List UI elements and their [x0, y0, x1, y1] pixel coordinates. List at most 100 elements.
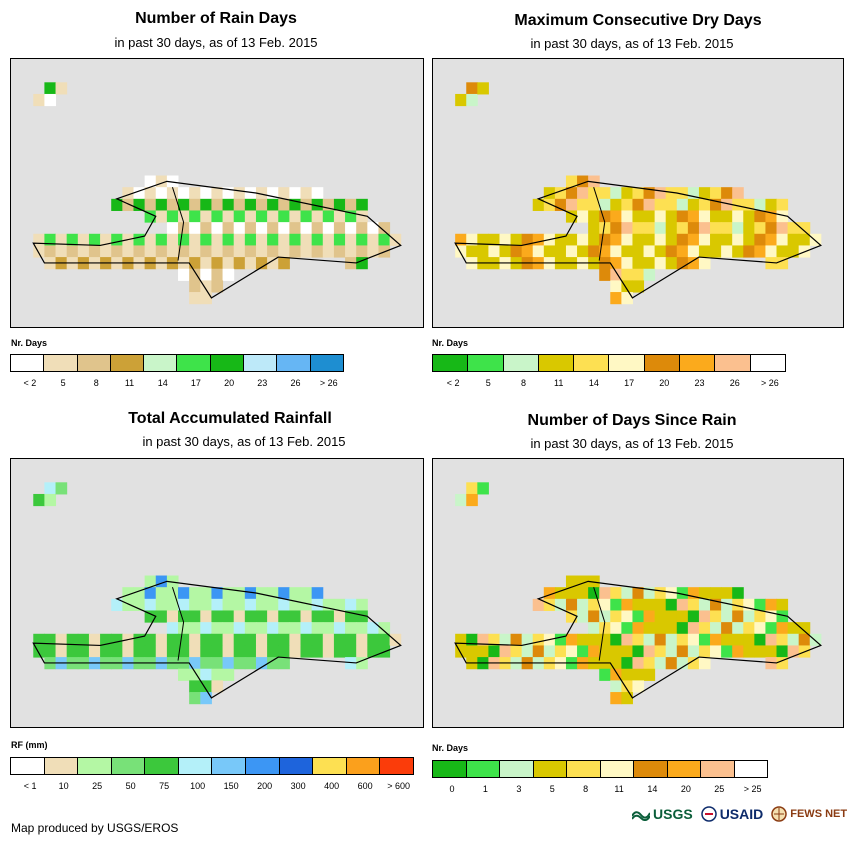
- panel-1-map: [10, 58, 424, 328]
- legend-swatch: [178, 758, 213, 774]
- map-cell: [466, 482, 478, 495]
- map-cell: [455, 93, 467, 107]
- map-cell: [743, 210, 755, 223]
- map-cell: [621, 210, 633, 223]
- map-cell: [721, 645, 733, 658]
- map-cell: [322, 198, 335, 211]
- map-cell: [133, 245, 146, 258]
- panel-3-legend-label: RF (mm): [11, 740, 48, 750]
- map-cell: [66, 245, 79, 258]
- map-cell: [278, 245, 290, 258]
- legend-swatch: [111, 758, 146, 774]
- map-cell: [665, 645, 678, 658]
- map-cell: [322, 222, 335, 235]
- map-cell: [356, 245, 368, 258]
- map-cell: [743, 198, 755, 211]
- map-cell: [698, 187, 711, 200]
- map-cell: [44, 245, 57, 258]
- map-cell: [100, 245, 112, 258]
- legend-swatch: [380, 758, 413, 774]
- map-cell: [565, 645, 578, 658]
- map-cell: [710, 598, 722, 611]
- map-cell: [532, 233, 545, 246]
- map-cell: [710, 222, 722, 235]
- map-cell: [610, 598, 622, 611]
- map-cell: [333, 222, 346, 235]
- map-cell: [44, 82, 57, 95]
- map-cell: [322, 233, 335, 246]
- map-cell: [267, 598, 279, 611]
- map-cell: [33, 245, 45, 258]
- map-cell: [754, 598, 766, 611]
- map-cell: [654, 257, 667, 270]
- map-cell: [754, 622, 766, 635]
- legend-swatch: [433, 761, 467, 777]
- map-cell: [66, 645, 79, 658]
- map-cell: [754, 610, 766, 623]
- map-cell: [721, 222, 733, 235]
- map-cell: [345, 198, 357, 211]
- legend-tick-label: 17: [624, 378, 635, 388]
- map-cell: [599, 210, 611, 223]
- map-cell: [322, 210, 335, 223]
- map-cell: [698, 645, 711, 658]
- map-cell: [621, 268, 633, 281]
- map-cell: [754, 198, 766, 211]
- map-cell: [189, 245, 201, 258]
- map-cell: [345, 233, 357, 246]
- map-cell: [643, 657, 656, 670]
- map-cell: [632, 657, 645, 670]
- map-cell: [554, 187, 567, 200]
- map-cell: [632, 198, 645, 211]
- map-cell: [455, 245, 467, 258]
- map-cell: [166, 245, 179, 258]
- map-cell: [300, 587, 313, 600]
- map-cell: [44, 233, 57, 246]
- map-cell: [222, 245, 235, 258]
- map-cell: [211, 633, 224, 646]
- map-cell: [189, 633, 201, 646]
- map-cell: [122, 587, 134, 600]
- map-cell: [665, 233, 678, 246]
- map-cell: [77, 245, 90, 258]
- map-cell: [200, 633, 212, 646]
- map-cell: [300, 622, 313, 635]
- map-cell: [676, 598, 689, 611]
- map-cell: [477, 82, 489, 95]
- map-cell: [721, 198, 733, 211]
- legend-swatch: [538, 355, 575, 371]
- legend-tick-label: 50: [125, 781, 136, 791]
- map-cell: [200, 587, 212, 600]
- map-cell: [654, 645, 667, 658]
- map-cell: [599, 187, 611, 200]
- map-cell: [809, 233, 822, 246]
- map-cell: [244, 198, 257, 211]
- map-cell: [588, 598, 600, 611]
- legend-tick-label: 17: [190, 378, 201, 388]
- map-cell: [166, 222, 179, 235]
- map-cell: [33, 233, 45, 246]
- panel-1-title: Number of Rain Days: [135, 10, 297, 27]
- map-cell: [721, 610, 733, 623]
- map-cell: [687, 257, 700, 270]
- map-cell: [565, 245, 578, 258]
- map-cell: [278, 233, 290, 246]
- map-cell: [466, 645, 478, 658]
- map-cell: [710, 610, 722, 623]
- map-cell: [255, 257, 268, 270]
- map-cell: [599, 245, 611, 258]
- map-cell: [244, 622, 257, 635]
- map-cell: [100, 233, 112, 246]
- map-cell: [765, 233, 778, 246]
- legend-tick-label: 23: [257, 378, 268, 388]
- map-cell: [488, 245, 500, 258]
- map-cell: [222, 268, 235, 281]
- map-cell: [698, 633, 711, 646]
- map-cell: [721, 233, 733, 246]
- map-cell: [588, 210, 600, 223]
- map-cell: [222, 257, 235, 270]
- map-cell: [289, 610, 302, 623]
- map-cell: [610, 233, 622, 246]
- legend-tick-label: > 25: [743, 784, 762, 794]
- map-cell: [599, 587, 611, 600]
